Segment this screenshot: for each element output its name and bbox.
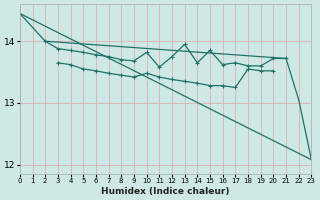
X-axis label: Humidex (Indice chaleur): Humidex (Indice chaleur) [101,187,230,196]
